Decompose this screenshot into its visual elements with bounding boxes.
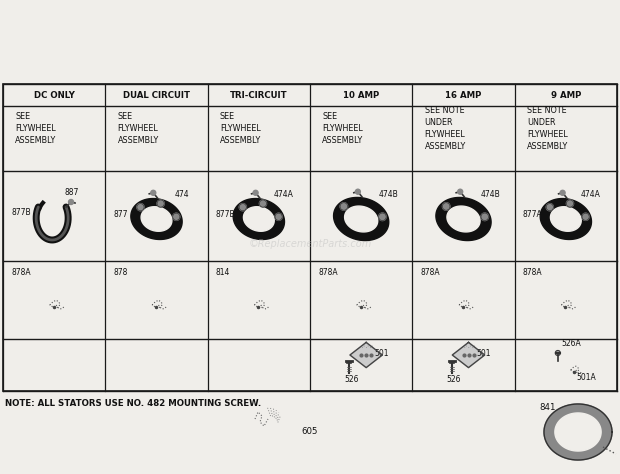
Circle shape: [560, 190, 565, 195]
Circle shape: [481, 213, 489, 220]
Text: 501: 501: [476, 348, 491, 357]
Text: ©ReplacementParts.com: ©ReplacementParts.com: [249, 239, 371, 249]
Text: SEE
FLYWHEEL
ASSEMBLY: SEE FLYWHEEL ASSEMBLY: [16, 112, 56, 145]
Text: 526A: 526A: [561, 338, 581, 347]
Polygon shape: [447, 206, 480, 232]
Text: 878A: 878A: [420, 268, 440, 277]
Polygon shape: [141, 207, 172, 231]
Polygon shape: [244, 207, 274, 231]
Polygon shape: [544, 404, 612, 460]
Text: 474A: 474A: [274, 190, 294, 199]
Text: DUAL CIRCUIT: DUAL CIRCUIT: [123, 91, 190, 100]
Text: 841: 841: [540, 402, 556, 411]
Text: 878: 878: [113, 268, 128, 277]
Circle shape: [340, 203, 348, 210]
Circle shape: [157, 200, 164, 207]
Text: 474B: 474B: [378, 190, 398, 199]
Circle shape: [567, 200, 574, 207]
Circle shape: [69, 200, 74, 204]
Text: 878A: 878A: [523, 268, 542, 277]
Text: 474: 474: [174, 190, 189, 199]
Polygon shape: [131, 199, 182, 239]
Circle shape: [546, 204, 554, 211]
Text: SEE
FLYWHEEL
ASSEMBLY: SEE FLYWHEEL ASSEMBLY: [322, 112, 363, 145]
Text: NOTE: ALL STATORS USE NO. 482 MOUNTING SCREW.: NOTE: ALL STATORS USE NO. 482 MOUNTING S…: [5, 399, 261, 408]
Circle shape: [458, 189, 463, 194]
Circle shape: [259, 200, 267, 207]
Polygon shape: [334, 198, 389, 240]
Polygon shape: [453, 342, 485, 368]
Text: 501A: 501A: [576, 373, 596, 382]
Circle shape: [173, 213, 180, 220]
Circle shape: [379, 213, 386, 220]
Polygon shape: [540, 199, 591, 239]
Text: 9 AMP: 9 AMP: [551, 91, 581, 100]
Text: 474A: 474A: [581, 190, 601, 199]
Text: 877: 877: [113, 210, 128, 219]
Text: SEE NOTE
UNDER
FLYWHEEL
ASSEMBLY: SEE NOTE UNDER FLYWHEEL ASSEMBLY: [527, 106, 568, 151]
Text: SEE
FLYWHEEL
ASSEMBLY: SEE FLYWHEEL ASSEMBLY: [220, 112, 261, 145]
Text: DC ONLY: DC ONLY: [33, 91, 74, 100]
Circle shape: [582, 213, 589, 220]
Text: 814: 814: [216, 268, 230, 277]
Circle shape: [137, 204, 144, 211]
Text: 878A: 878A: [11, 268, 31, 277]
Polygon shape: [436, 198, 491, 240]
Polygon shape: [345, 206, 378, 232]
Text: 877B: 877B: [11, 208, 31, 217]
Text: 878A: 878A: [318, 268, 338, 277]
Polygon shape: [233, 199, 285, 239]
Text: 16 AMP: 16 AMP: [445, 91, 482, 100]
Circle shape: [151, 190, 156, 195]
Text: 474B: 474B: [480, 190, 500, 199]
Text: 526: 526: [446, 375, 461, 384]
Circle shape: [355, 189, 360, 194]
Text: SEE NOTE
UNDER
FLYWHEEL
ASSEMBLY: SEE NOTE UNDER FLYWHEEL ASSEMBLY: [425, 106, 466, 151]
Text: TRI-CIRCUIT: TRI-CIRCUIT: [230, 91, 288, 100]
Polygon shape: [551, 207, 581, 231]
Polygon shape: [350, 342, 383, 368]
Text: 605: 605: [302, 428, 318, 437]
Circle shape: [239, 204, 246, 211]
Polygon shape: [555, 413, 601, 451]
Text: 877B: 877B: [216, 210, 236, 219]
Text: 887: 887: [64, 188, 79, 197]
Text: 526: 526: [344, 375, 358, 384]
Text: SEE
FLYWHEEL
ASSEMBLY: SEE FLYWHEEL ASSEMBLY: [118, 112, 159, 145]
Circle shape: [443, 203, 450, 210]
Text: 10 AMP: 10 AMP: [343, 91, 379, 100]
Text: 501: 501: [374, 348, 388, 357]
Circle shape: [253, 190, 258, 195]
Circle shape: [275, 213, 282, 220]
Circle shape: [556, 350, 560, 356]
Text: 877A: 877A: [523, 210, 542, 219]
